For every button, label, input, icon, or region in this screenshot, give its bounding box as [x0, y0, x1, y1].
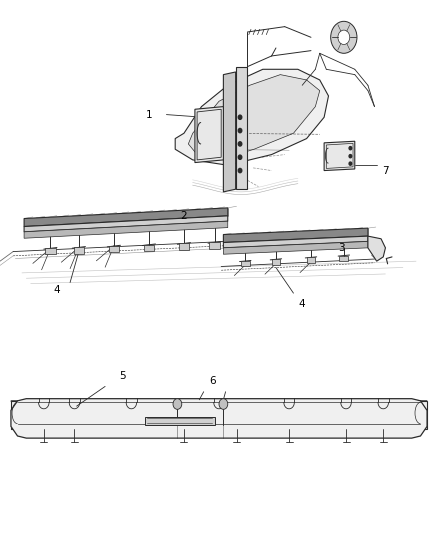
Bar	[209, 242, 220, 248]
Text: 4: 4	[299, 299, 306, 309]
Polygon shape	[11, 399, 427, 438]
Bar	[109, 246, 119, 252]
Text: 4: 4	[53, 286, 60, 295]
Polygon shape	[324, 141, 355, 171]
Circle shape	[238, 168, 242, 173]
Circle shape	[349, 155, 352, 158]
Bar	[307, 257, 315, 263]
Polygon shape	[188, 75, 320, 160]
Circle shape	[238, 115, 242, 119]
Bar	[144, 245, 154, 251]
Circle shape	[349, 162, 352, 165]
Polygon shape	[236, 67, 247, 189]
Text: 5: 5	[119, 371, 126, 381]
Polygon shape	[11, 401, 427, 429]
Circle shape	[331, 21, 357, 53]
Text: 6: 6	[209, 376, 216, 386]
Polygon shape	[368, 236, 385, 261]
Circle shape	[349, 147, 352, 150]
Text: 1: 1	[145, 110, 152, 119]
Polygon shape	[24, 208, 228, 227]
Text: 7: 7	[382, 166, 389, 175]
Bar	[339, 256, 348, 261]
Bar	[74, 247, 84, 254]
Circle shape	[219, 399, 228, 409]
Text: 3: 3	[338, 243, 345, 253]
Circle shape	[338, 30, 350, 45]
Circle shape	[238, 155, 242, 159]
Text: 2: 2	[180, 211, 187, 221]
Circle shape	[238, 128, 242, 133]
Bar	[179, 243, 189, 249]
Polygon shape	[195, 107, 223, 163]
Bar	[272, 260, 280, 265]
Polygon shape	[223, 241, 368, 254]
Polygon shape	[24, 216, 228, 232]
Polygon shape	[223, 72, 236, 192]
Polygon shape	[11, 401, 427, 413]
Circle shape	[238, 142, 242, 146]
Bar	[45, 248, 56, 254]
Polygon shape	[145, 417, 215, 425]
Polygon shape	[223, 228, 368, 243]
Polygon shape	[24, 221, 228, 238]
Polygon shape	[175, 69, 328, 165]
Bar	[241, 261, 250, 266]
Circle shape	[173, 399, 182, 409]
Polygon shape	[223, 236, 368, 248]
